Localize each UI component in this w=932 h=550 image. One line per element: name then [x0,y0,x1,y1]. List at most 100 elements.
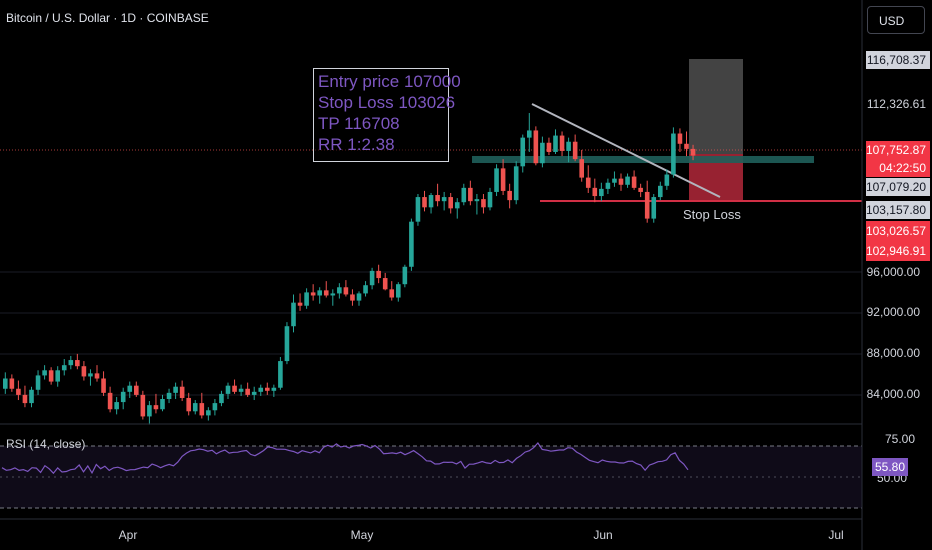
candle-body [134,385,139,395]
candle-body [245,388,250,395]
candle-body [101,378,106,393]
candle-body [631,176,637,188]
candle-body [507,190,512,201]
candle-body [664,174,670,186]
currency-button[interactable]: USD [867,6,925,34]
candle-body [540,142,545,164]
candle-body [579,159,584,178]
take-profit-note: TP 116708 [318,114,400,133]
candle-body [232,385,237,392]
candle-body [160,399,165,410]
candle-body [35,375,41,390]
candle-body [409,221,414,267]
candle-body [304,292,309,306]
candle-body [81,366,87,377]
candle-body [382,278,388,290]
price-tag-plain: 112,326.61 [867,97,926,111]
candle-body [330,293,336,296]
time-label: Apr [119,528,138,542]
rsi-line [1,442,689,475]
candle-body [592,187,598,197]
candle-body [114,402,119,410]
stop-price-tag [866,221,930,261]
candle-body [415,197,421,222]
price-grid [0,271,862,396]
symbol-title[interactable]: Bitcoin / U.S. Dollar · 1D · COINBASE [6,11,209,25]
time-label: Jun [593,528,612,542]
candle-body [533,130,539,164]
candle-body [350,294,355,301]
candle-body [127,385,133,392]
candle-body [291,302,296,327]
candle-body [559,135,565,151]
risk-reward-note: RR 1:2.38 [318,135,395,154]
candle-body [684,143,689,149]
trade-note[interactable]: Entry price 107000 Stop Loss 103026 TP 1… [313,68,461,162]
candle-body [238,388,244,392]
candle-body [396,284,401,298]
candle-body [9,378,15,389]
entry-price-text: 107,079.20 [866,180,926,194]
candle-body [513,166,519,201]
candle-body [612,178,617,183]
candle-body [68,360,74,366]
candle-body [42,370,47,376]
candle-body [376,270,381,279]
countdown-text: 04:22:50 [879,161,926,175]
rsi-upper-tick: 75.00 [885,432,915,446]
candle-body [120,391,126,403]
candle-body [402,266,408,285]
rsi-indicator-label[interactable]: RSI (14, close) [6,437,86,451]
candle-body [219,393,224,404]
rsi-band [0,446,862,508]
candle-body [323,290,329,296]
price-tick: 84,000.00 [867,387,921,401]
candle-body [625,176,630,185]
stop-price-text-2: 102,946.91 [866,244,926,258]
take-profit-zone [689,59,743,154]
time-label: Jul [828,528,843,542]
candle-body [94,373,100,379]
candle-body [317,290,322,296]
candle-body [343,287,349,295]
candle-body [389,289,395,298]
tp-price-tag [866,51,930,69]
candle-body [585,177,591,188]
candle-body [153,405,159,410]
stop-price-text: 103,026.57 [866,224,926,238]
candle-body [22,394,28,404]
candle-body [599,188,604,197]
price-tick: 96,000.00 [867,265,921,279]
level-price-text: 103,157.80 [866,203,926,217]
candle-body [481,199,486,208]
candle-body [618,178,624,185]
level-price-tag [866,201,930,219]
candle-body [284,326,290,362]
tp-price-text: 116,708.37 [867,53,926,67]
candle-body [671,133,676,175]
candle-body [572,141,578,160]
candle-body [61,365,67,371]
candle-body [461,187,467,203]
candle-body [441,197,447,202]
candle-body [487,191,493,208]
time-label: May [351,528,374,542]
candle-body [186,397,191,412]
candle-body [212,403,218,411]
stop-loss-note: Stop Loss 103026 [318,93,456,112]
candle-body [107,392,113,410]
candle-body [199,403,205,416]
candle-body [206,410,211,416]
last-price-tag [866,141,930,177]
rsi-value-tag [872,458,908,476]
candle-body [494,168,499,192]
candles [3,113,696,425]
candle-body [468,187,473,202]
candle-body [546,142,552,152]
time-axis: Apr May Jun Jul [119,528,844,542]
candle-body [363,285,368,294]
candle-body [48,370,54,382]
candle-body [356,293,362,301]
candle-body [448,197,453,209]
